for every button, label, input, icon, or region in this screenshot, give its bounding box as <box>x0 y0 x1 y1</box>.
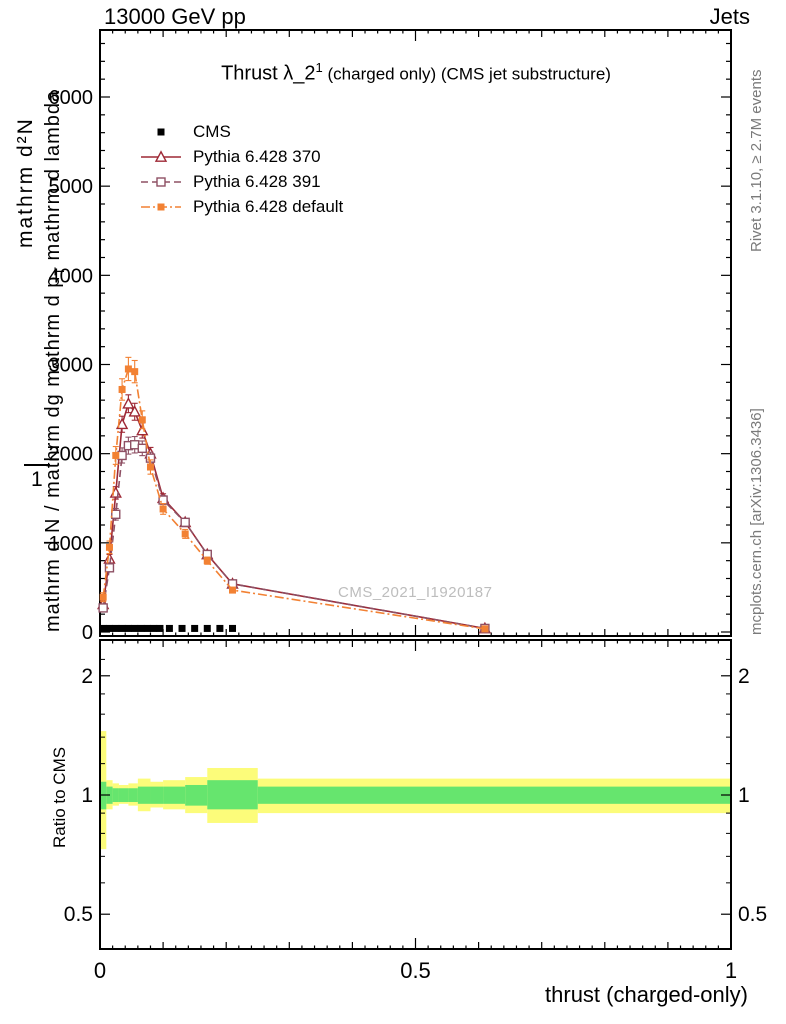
legend: CMS Pythia 6.428 370 Pythia 6.428 391 Py… <box>138 119 343 219</box>
pythia-370-marker-icon <box>141 149 181 162</box>
y-axis-label-inner-post: mathrm d lambda <box>42 89 64 268</box>
svg-text:2000: 2000 <box>49 444 94 466</box>
ratio-axis-label: Ratio to CMS <box>50 746 69 848</box>
svg-text:1: 1 <box>81 784 93 807</box>
legend-item-pythia-391: Pythia 6.428 391 <box>138 169 343 194</box>
svg-text:0.5: 0.5 <box>64 903 93 926</box>
y-axis-label-inner-pre: mathrm d N / mathrm dg mathrm d p <box>42 275 64 632</box>
y-axis-fraction-bar <box>24 464 50 466</box>
legend-label-pythia-default: Pythia 6.428 default <box>193 196 344 216</box>
legend-item-cms: CMS <box>138 119 343 144</box>
svg-text:3000: 3000 <box>49 355 94 377</box>
svg-text:0.5: 0.5 <box>400 958 431 983</box>
y-axis-label-outer: mathrm d²N <box>14 117 37 248</box>
y-axis-label-inner: mathrm d N / mathrm dg mathrm d pT mathr… <box>42 90 67 632</box>
svg-text:1000: 1000 <box>49 533 94 555</box>
svg-text:2: 2 <box>81 665 93 688</box>
svg-text:0.5: 0.5 <box>738 903 767 926</box>
svg-text:0: 0 <box>94 958 106 983</box>
plot-title: Thrust λ_21 (charged only) (CMS jet subs… <box>100 60 732 86</box>
svg-text:1: 1 <box>738 784 750 807</box>
pythia-391-marker-icon <box>141 176 181 187</box>
legend-label-pythia-370: Pythia 6.428 370 <box>193 146 321 166</box>
svg-text:1: 1 <box>725 958 737 983</box>
cms-data-marker-icon <box>157 128 165 135</box>
legend-item-pythia-370: Pythia 6.428 370 <box>138 144 343 169</box>
title-superscript: 1 <box>315 60 323 75</box>
legend-label-pythia-391: Pythia 6.428 391 <box>193 171 321 191</box>
legend-label-cms: CMS <box>193 121 231 141</box>
svg-text:5000: 5000 <box>49 176 94 198</box>
beam-energy-label: 13000 GeV pp <box>104 4 246 29</box>
x-axis-label: thrust (charged-only) <box>545 982 748 1007</box>
title-qualifier: (charged only) (CMS jet substructure) <box>322 64 611 84</box>
svg-text:4000: 4000 <box>49 265 94 287</box>
y-axis-label-subscript: T <box>51 267 67 276</box>
svg-text:0: 0 <box>82 622 93 644</box>
category-label: Jets <box>709 4 750 29</box>
svg-text:6000: 6000 <box>49 87 94 109</box>
title-observable: Thrust λ_2 <box>221 62 316 85</box>
pythia-default-marker-icon <box>141 203 181 210</box>
mcplots-reference-note: mcplots.cern.ch [arXiv:1306.3436] <box>748 408 765 635</box>
analysis-id-watermark: CMS_2021_I1920187 <box>338 584 493 601</box>
y-axis-fraction-numeral: 1 <box>31 468 43 491</box>
legend-item-pythia-default: Pythia 6.428 default <box>138 194 343 219</box>
svg-text:2: 2 <box>738 665 750 688</box>
rivet-version-note: Rivet 3.1.10, ≥ 2.7M events <box>748 69 765 253</box>
